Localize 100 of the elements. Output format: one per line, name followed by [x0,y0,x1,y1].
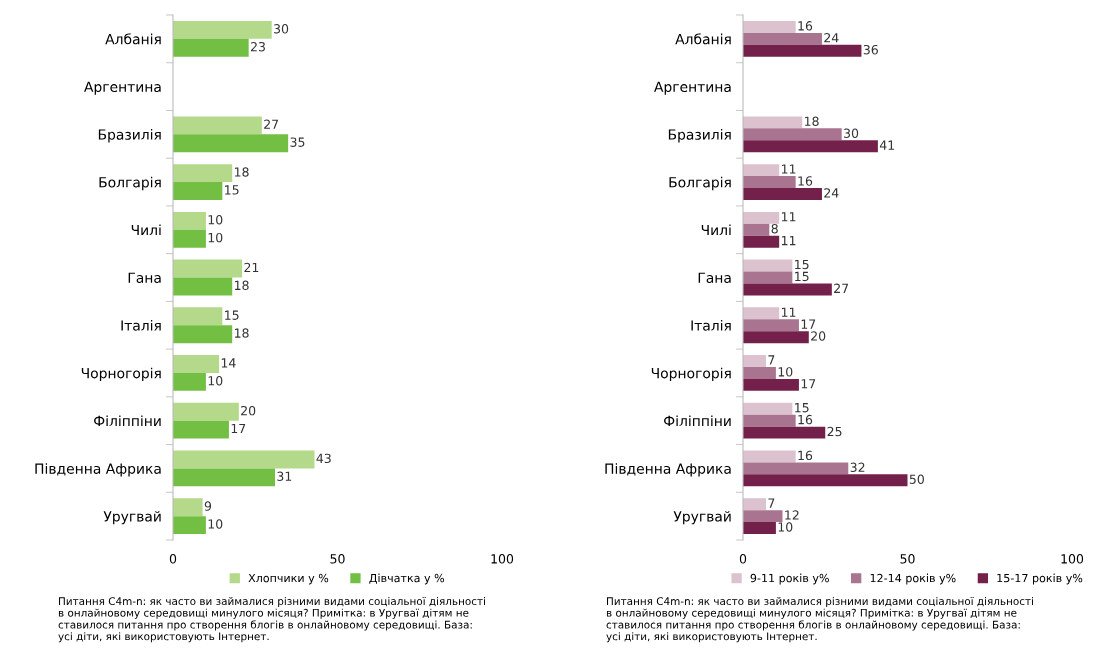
bar [743,223,770,236]
bar [173,355,220,373]
data-label: 30 [844,128,859,138]
bar [173,307,223,326]
data-label: 14 [221,358,236,368]
data-label: 30 [274,24,289,34]
data-label: 31 [277,471,292,481]
legend-label: Дівчатка у % [369,573,445,585]
data-label: 15 [225,310,239,320]
data-label: 9 [204,501,212,511]
bar [173,325,233,344]
legend-label: 9-11 років у% [750,573,829,585]
bar [743,116,803,129]
bar [173,402,239,421]
bar [173,498,203,517]
y-tick-label: Аргентина [654,81,731,95]
bar [743,20,796,33]
data-label: 18 [234,280,249,291]
x-tick-label: 100 [491,554,514,564]
y-tick-label: Гана [128,272,161,283]
x-tick-label: 0 [169,554,177,564]
bar [173,372,206,391]
legend-label: 15-17 років у% [997,573,1083,585]
bar [173,229,206,248]
bar [743,188,822,200]
bar [743,319,799,332]
bar [743,498,767,511]
data-label: 16 [798,176,813,186]
data-label: 15 [225,185,239,195]
y-tick-label: Албанія [105,33,161,45]
data-label: 10 [778,522,793,532]
y-tick-label: Чилі [701,224,731,236]
bar [743,128,842,141]
bar [173,277,233,296]
bar [743,235,780,248]
y-tick-label: Бразилія [668,129,731,143]
bar [743,522,776,535]
data-label: 20 [241,405,256,416]
x-tick-label: 100 [1061,554,1084,564]
data-label: 11 [781,212,796,222]
bar [173,116,262,135]
bar [743,44,862,57]
bar [743,211,780,224]
data-label: 7 [768,355,775,365]
legend-label: 12-14 років у% [870,573,956,585]
bar [173,38,249,57]
bar [743,462,849,475]
y-tick-label: Болгарія [99,176,161,191]
y-tick-label: Філіппіни [94,415,161,426]
y-tick-label: Південна Африка [35,463,161,477]
data-label: 15 [795,271,809,282]
bar [173,468,275,487]
bar [173,450,315,469]
bar [173,134,289,153]
data-label: 25 [827,426,842,437]
bar [743,402,793,415]
data-label: 10 [778,367,793,377]
data-label: 21 [244,262,259,272]
data-label: 11 [781,307,796,317]
text: Питання C4m-n: як часто ви займалися різними видами соціальної діяльності в онлайновому середовищі минулого місяця? Примітка: в Уругваї дітям не ставилося питання про створення блогів в онлайновому середовищі. База: усі діти, які використовують Інтернет. [606,597,1033,643]
y-tick-label: Бразилія [98,129,161,143]
legend-label: Хлопчики у % [248,573,329,585]
bar [743,474,908,487]
bar [743,331,809,344]
data-label: 36 [863,44,878,55]
y-tick-label: Італія [121,319,161,331]
data-label: 16 [798,414,813,425]
bar [743,140,878,153]
data-label: 18 [234,328,249,338]
data-label: 35 [290,137,305,147]
bar [743,271,793,284]
bar [173,164,233,183]
y-tick-label: Італія [691,319,731,331]
bar [173,259,243,278]
bar [743,414,796,427]
data-label: 16 [798,21,813,31]
bar [173,182,223,200]
y-tick-label: Албанія [675,33,731,45]
data-label: 24 [824,33,839,43]
bar [743,510,783,523]
data-label: 11 [781,236,796,246]
bar [743,283,832,296]
data-label: 10 [208,232,223,243]
data-label: 20 [811,331,826,341]
y-tick-label: Уругвай [103,510,161,525]
data-label: 8 [771,223,778,234]
data-label: 10 [208,519,223,529]
bar [743,426,826,439]
data-label: 43 [316,453,331,464]
bar [173,420,229,439]
bar [743,450,796,463]
data-label: 41 [879,140,895,150]
text: Питання C4m-n: як часто ви займалися різними видами соціальної діяльності в онлайновому середовищі минулого місяця? Примітка: в Уругваї дітям не ставилося питання про створення блогів в онлайновому середовищі. База: усі діти, які використовують Інтернет. [58,597,485,643]
bar [743,164,780,177]
data-label: 16 [798,450,813,461]
y-tick-label: Чилі [131,224,161,236]
bar [173,211,206,230]
data-label: 23 [250,41,265,52]
y-tick-label: Аргентина [84,81,161,95]
bar [173,516,206,535]
